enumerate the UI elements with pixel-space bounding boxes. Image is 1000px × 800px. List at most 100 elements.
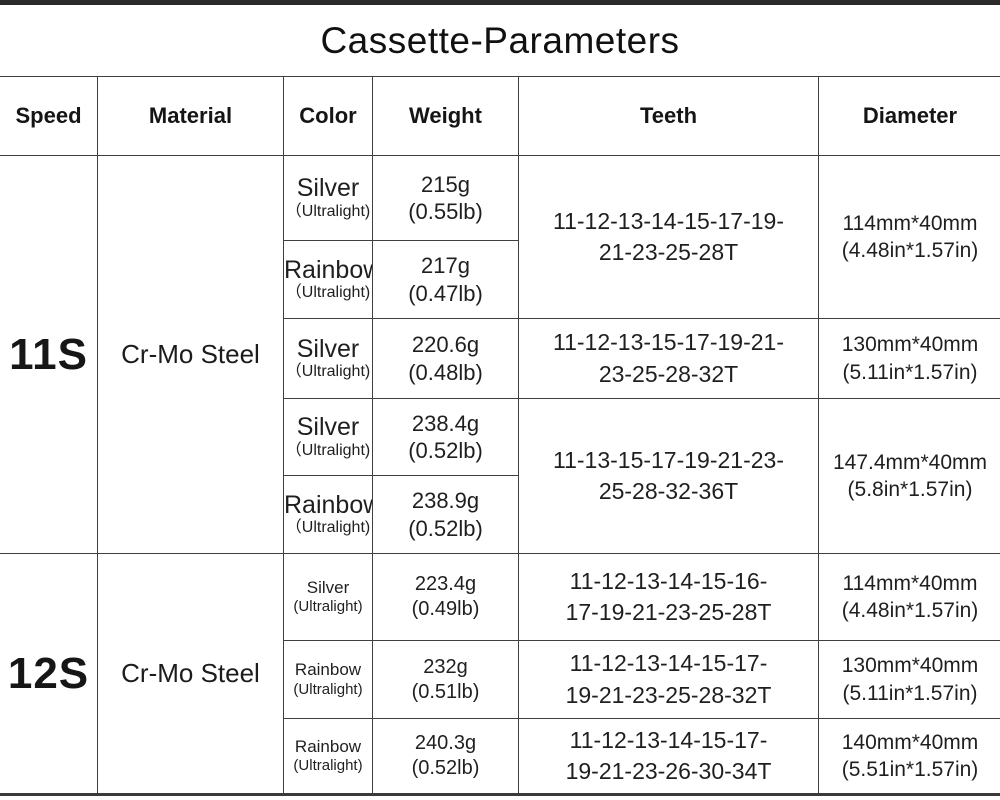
weight-cell: 223.4g (0.49lb) <box>372 553 519 641</box>
diameter-mm: 130mm*40mm <box>841 654 979 678</box>
weight-grams: 217g <box>421 253 470 278</box>
color-name: Silver <box>296 413 360 442</box>
weight-pounds: (0.49lb) <box>411 598 480 620</box>
diameter-mm: 140mm*40mm <box>841 730 979 754</box>
speed-cell-11s: 11S <box>0 155 98 554</box>
teeth-cell: 11-12-13-15-17-19-21- 23-25-28-32T <box>518 318 819 399</box>
teeth-cell: 11-12-13-14-15-17-19- 21-23-25-28T <box>518 155 819 319</box>
weight-pounds: (0.51lb) <box>411 680 480 703</box>
header-color: Color <box>283 76 373 156</box>
diameter-in: (4.48in*1.57in) <box>841 239 979 262</box>
table-header-row: Speed Material Color Weight Teeth Diamet… <box>0 76 1000 156</box>
material-cell-11s: Cr-Mo Steel <box>97 155 284 554</box>
weight-cell: 217g (0.47lb) <box>372 240 519 319</box>
header-teeth: Teeth <box>518 76 819 156</box>
header-weight: Weight <box>372 76 519 156</box>
color-name: Rainbow <box>284 490 373 519</box>
diameter-mm: 147.4mm*40mm <box>832 450 988 474</box>
title-area: Cassette-Parameters <box>0 5 1000 76</box>
weight-pounds: (0.52lb) <box>408 438 483 463</box>
material-cell-12s: Cr-Mo Steel <box>97 553 284 794</box>
teeth-line2: 17-19-21-23-25-28T <box>565 599 772 625</box>
weight-grams: 232g <box>423 655 468 678</box>
color-name: Rainbow <box>294 660 362 680</box>
color-cell: Rainbow (Ultralight) <box>283 718 373 794</box>
teeth-line1: 11-12-13-14-15-16- <box>569 567 768 594</box>
teeth-cell: 11-12-13-14-15-17- 19-21-23-25-28-32T <box>518 640 819 719</box>
weight-cell: 232g (0.51lb) <box>372 640 519 719</box>
table-row: 12S Cr-Mo Steel Silver (Ultralight) 223.… <box>0 553 1000 794</box>
header-material: Material <box>97 76 284 156</box>
teeth-line1: 11-12-13-14-15-17-19- <box>553 207 784 234</box>
table-row: Rainbow （Ultralight) 217g (0.47lb) <box>0 240 1000 319</box>
color-qualifier: （Ultralight) <box>285 284 371 302</box>
table-row: Rainbow (Ultralight) 232g (0.51lb) 11-12… <box>0 640 1000 719</box>
teeth-line1: 11-12-13-15-17-19-21- <box>553 329 784 356</box>
parameters-table-wrap: Speed Material Color Weight Teeth Diamet… <box>0 76 1000 794</box>
teeth-line2: 19-21-23-25-28-32T <box>565 681 772 708</box>
teeth-line2: 21-23-25-28T <box>598 239 739 265</box>
diameter-in: (5.11in*1.57in) <box>842 360 978 384</box>
diameter-cell: 130mm*40mm (5.11in*1.57in) <box>818 640 1000 719</box>
weight-grams: 215g <box>421 171 470 197</box>
color-cell: Rainbow （Ultralight) <box>283 475 373 554</box>
color-cell: Rainbow （Ultralight) <box>283 240 373 319</box>
weight-cell: 215g (0.55lb) <box>372 155 519 241</box>
weight-grams: 238.4g <box>411 410 480 436</box>
weight-cell: 238.4g (0.52lb) <box>372 398 519 476</box>
weight-cell: 240.3g (0.52lb) <box>372 718 519 794</box>
color-name: Silver <box>306 577 350 597</box>
color-qualifier: (Ultralight) <box>293 757 363 775</box>
color-qualifier: （Ultralight) <box>285 519 371 537</box>
color-cell: Silver （Ultralight) <box>283 318 373 399</box>
color-qualifier: （Ultralight) <box>285 363 371 381</box>
table-row: Silver （Ultralight) 220.6g (0.48lb) 11-1… <box>0 318 1000 399</box>
diameter-cell: 140mm*40mm (5.51in*1.57in) <box>818 718 1000 794</box>
header-speed: Speed <box>0 76 98 156</box>
weight-pounds: (0.55lb) <box>408 199 483 224</box>
teeth-line2: 19-21-23-26-30-34T <box>565 758 772 784</box>
teeth-line1: 11-12-13-14-15-17- <box>569 726 768 753</box>
table-row: Rainbow (Ultralight) 240.3g (0.52lb) 11-… <box>0 718 1000 794</box>
teeth-cell: 11-13-15-17-19-21-23- 25-28-32-36T <box>518 398 819 554</box>
diameter-in: (5.11in*1.57in) <box>842 681 978 705</box>
diameter-mm: 114mm*40mm <box>842 211 978 235</box>
color-name: Silver <box>296 174 360 203</box>
teeth-cell: 11-12-13-14-15-16- 17-19-21-23-25-28T <box>518 553 819 641</box>
weight-pounds: (0.48lb) <box>408 359 483 385</box>
weight-pounds: (0.52lb) <box>411 757 480 779</box>
diameter-in: (5.51in*1.57in) <box>841 758 979 781</box>
parameters-table: Speed Material Color Weight Teeth Diamet… <box>0 76 1000 794</box>
diameter-cell: 114mm*40mm (4.48in*1.57in) <box>818 155 1000 319</box>
color-qualifier: (Ultralight) <box>293 680 363 698</box>
color-name: Silver <box>296 334 360 363</box>
page-title: Cassette-Parameters <box>320 19 680 61</box>
table-row: Silver （Ultralight) 238.4g (0.52lb) 11-1… <box>0 398 1000 554</box>
color-qualifier: （Ultralight) <box>285 202 371 220</box>
color-qualifier: （Ultralight) <box>285 441 371 459</box>
diameter-cell: 147.4mm*40mm (5.8in*1.57in) <box>818 398 1000 554</box>
top-accent-bar <box>0 0 1000 5</box>
color-cell: Silver (Ultralight) <box>283 553 373 641</box>
diameter-in: (5.8in*1.57in) <box>847 478 973 501</box>
weight-grams: 220.6g <box>411 332 480 357</box>
teeth-line1: 11-13-15-17-19-21-23- <box>553 446 784 473</box>
bottom-accent-bar <box>0 793 1000 796</box>
color-name: Rainbow <box>284 255 373 284</box>
color-cell: Silver （Ultralight) <box>283 398 373 476</box>
teeth-cell: 11-12-13-14-15-17- 19-21-23-26-30-34T <box>518 718 819 794</box>
speed-cell-12s: 12S <box>0 553 98 794</box>
weight-cell: 238.9g (0.52lb) <box>372 475 519 554</box>
table-row: Rainbow （Ultralight) 238.9g (0.52lb) <box>0 475 1000 554</box>
teeth-line2: 25-28-32-36T <box>598 478 739 504</box>
color-cell: Silver （Ultralight) <box>283 155 373 241</box>
header-diameter: Diameter <box>818 76 1000 156</box>
color-qualifier: (Ultralight) <box>293 598 363 616</box>
weight-pounds: (0.52lb) <box>408 515 483 541</box>
weight-grams: 240.3g <box>414 732 477 754</box>
diameter-mm: 130mm*40mm <box>841 333 979 357</box>
weight-cell: 220.6g (0.48lb) <box>372 318 519 399</box>
teeth-line1: 11-12-13-14-15-17- <box>569 650 768 677</box>
color-cell: Rainbow (Ultralight) <box>283 640 373 719</box>
